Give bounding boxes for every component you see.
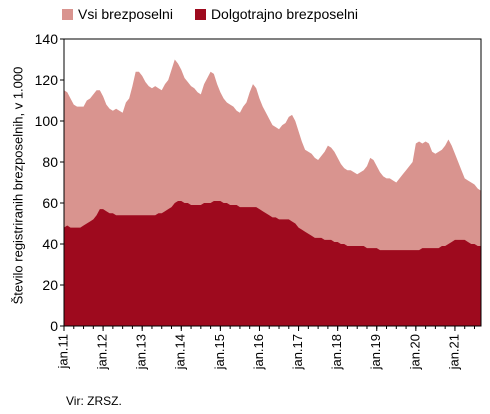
y-tick-label: 20 xyxy=(42,277,58,293)
y-tick-label: 140 xyxy=(35,31,59,47)
y-axis-label: Število registriranih brezposelnih, v 1.… xyxy=(10,66,26,305)
x-tick-label: jan.20 xyxy=(407,334,422,370)
legend-item-vsi: Vsi brezposelni xyxy=(62,6,173,22)
x-tick-label: jan.14 xyxy=(173,334,188,370)
source-note: Vir: ZRSZ. xyxy=(66,394,122,408)
y-tick-label: 100 xyxy=(35,113,59,129)
chart-axes xyxy=(63,38,482,327)
y-tick-label: 0 xyxy=(50,318,58,334)
chart-legend: Vsi brezposelni Dolgotrajno brezposelni xyxy=(62,6,380,22)
legend-swatch-dolgotrajno xyxy=(194,8,206,20)
plot-frame xyxy=(63,38,482,327)
x-tick-label: jan.11 xyxy=(55,334,70,369)
x-tick-label: jan.21 xyxy=(446,334,461,370)
x-tick-label: jan.16 xyxy=(251,334,266,370)
chart-areas xyxy=(64,59,481,326)
y-tick-label: 40 xyxy=(42,236,58,252)
x-tick-label: jan.18 xyxy=(329,334,344,370)
area-dolgotrajno-brezposelni xyxy=(64,200,481,326)
y-tick-label: 120 xyxy=(35,72,59,88)
legend-label-vsi: Vsi brezposelni xyxy=(78,6,173,22)
y-axis-ticks: 0 20 40 60 80 100 120 140 xyxy=(35,31,64,334)
x-tick-label: jan.19 xyxy=(368,334,383,370)
y-tick-label: 60 xyxy=(42,195,58,211)
legend-swatch-vsi xyxy=(62,8,73,20)
x-tick-label: jan.17 xyxy=(290,334,305,370)
x-axis-ticks: jan.11 jan.12 jan.13 jan.14 jan.15 jan.16 jan.… xyxy=(55,326,475,370)
x-tick-label: jan.12 xyxy=(95,334,110,370)
y-tick-label: 80 xyxy=(42,154,58,170)
legend-label-dolgotrajno: Dolgotrajno brezposelni xyxy=(210,6,359,22)
legend-item-dolgotrajno: Dolgotrajno brezposelni xyxy=(194,6,359,22)
x-tick-label: jan.13 xyxy=(134,334,149,370)
x-tick-label: jan.15 xyxy=(212,334,227,370)
